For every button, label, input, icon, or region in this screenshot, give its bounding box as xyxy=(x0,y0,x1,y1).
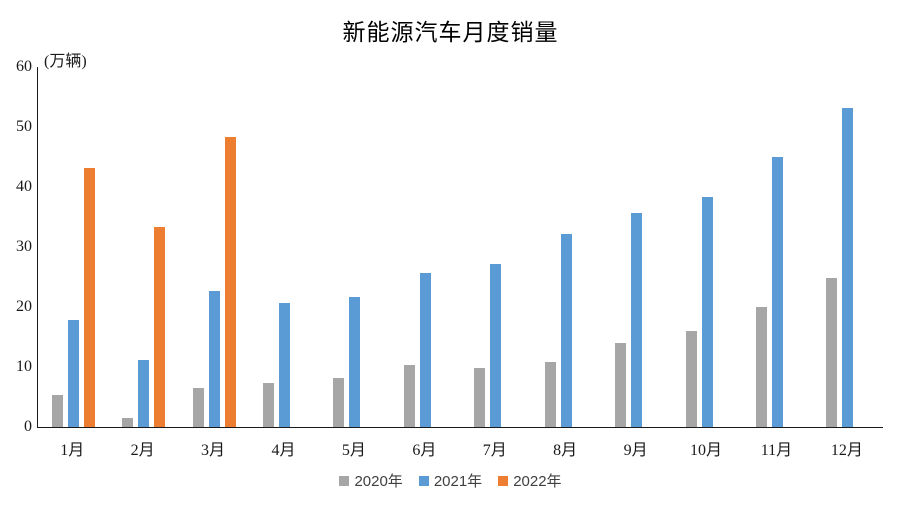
bar-2021年-8月 xyxy=(560,234,572,427)
x-axis-label: 10月 xyxy=(690,442,723,459)
bar-2020年-12月 xyxy=(826,278,838,427)
y-tick-label: 10 xyxy=(16,358,32,375)
bar-group xyxy=(813,67,883,427)
x-axis-label: 4月 xyxy=(271,442,296,459)
bar-group xyxy=(742,67,812,427)
bar-2021年-5月 xyxy=(349,296,361,427)
legend-swatch xyxy=(339,475,350,486)
bar-group xyxy=(249,67,319,427)
x-axis: 1月 2月 3月 4月 5月 6月 7月 8月 9月 10月 11月 12月 xyxy=(37,436,882,460)
bar-2021年-7月 xyxy=(490,264,502,427)
bar-2020年-9月 xyxy=(615,343,627,427)
plot-area xyxy=(37,67,883,428)
bar-group xyxy=(461,67,531,427)
bar-2020年-2月 xyxy=(122,418,134,427)
bar-groups xyxy=(38,67,883,427)
y-axis-unit-label: (万辆) xyxy=(44,53,87,70)
x-axis-label: 2月 xyxy=(130,442,155,459)
bar-2021年-12月 xyxy=(842,108,854,427)
bar-group xyxy=(179,67,249,427)
bar-2022年-2月 xyxy=(154,226,166,427)
bar-2020年-8月 xyxy=(544,361,556,427)
legend-label: 2021年 xyxy=(433,473,483,490)
y-axis: 0 10 20 30 40 50 60 xyxy=(0,58,32,435)
bar-2020年-7月 xyxy=(474,368,486,427)
y-tick-label: 50 xyxy=(16,118,32,135)
legend-swatch xyxy=(498,475,509,486)
bar-2021年-6月 xyxy=(419,273,431,427)
bar-2021年-10月 xyxy=(701,197,713,427)
bar-group xyxy=(390,67,460,427)
bar-2021年-11月 xyxy=(771,157,783,427)
bar-2021年-1月 xyxy=(67,319,79,427)
x-axis-label: 11月 xyxy=(760,442,793,459)
bar-2020年-1月 xyxy=(51,395,63,427)
y-tick-label: 30 xyxy=(16,238,32,255)
bar-2020年-3月 xyxy=(192,388,204,427)
x-axis-label: 9月 xyxy=(623,442,648,459)
bar-group xyxy=(601,67,671,427)
x-axis-label: 5月 xyxy=(341,442,366,459)
legend-label: 2020年 xyxy=(354,473,403,490)
bar-group xyxy=(38,67,108,427)
y-tick-label: 60 xyxy=(16,58,32,75)
bar-group xyxy=(672,67,742,427)
legend-item: 2020年 xyxy=(339,470,403,491)
bar-2021年-2月 xyxy=(138,360,150,427)
bar-2022年-1月 xyxy=(83,168,95,427)
y-tick-label: 0 xyxy=(24,418,32,435)
bar-2021年-9月 xyxy=(631,212,643,427)
x-axis-label: 12月 xyxy=(830,442,863,459)
legend-item: 2022年 xyxy=(498,470,562,491)
bar-2021年-4月 xyxy=(278,303,290,427)
x-axis-label: 7月 xyxy=(482,442,507,459)
x-axis-label: 3月 xyxy=(201,442,226,459)
x-axis-label: 6月 xyxy=(412,442,437,459)
bar-2021年-3月 xyxy=(208,291,220,427)
bar-2020年-5月 xyxy=(333,377,345,427)
x-axis-label: 8月 xyxy=(553,442,578,459)
legend-swatch xyxy=(418,475,429,486)
chart-title: 新能源汽车月度销量 xyxy=(342,20,559,45)
y-tick-label: 40 xyxy=(16,178,32,195)
bar-2020年-6月 xyxy=(403,364,415,427)
x-axis-label: 1月 xyxy=(60,442,85,459)
legend-item: 2021年 xyxy=(418,470,483,491)
bar-2020年-10月 xyxy=(685,331,697,427)
bar-2022年-3月 xyxy=(224,136,236,427)
y-tick-label: 20 xyxy=(16,298,32,315)
legend: 2020年 2021年 2022年 xyxy=(0,470,901,491)
bar-2020年-11月 xyxy=(755,307,767,427)
bar-group xyxy=(531,67,601,427)
bar-group xyxy=(108,67,178,427)
bar-group xyxy=(320,67,390,427)
legend-label: 2022年 xyxy=(513,473,562,490)
bar-2020年-4月 xyxy=(262,382,274,427)
